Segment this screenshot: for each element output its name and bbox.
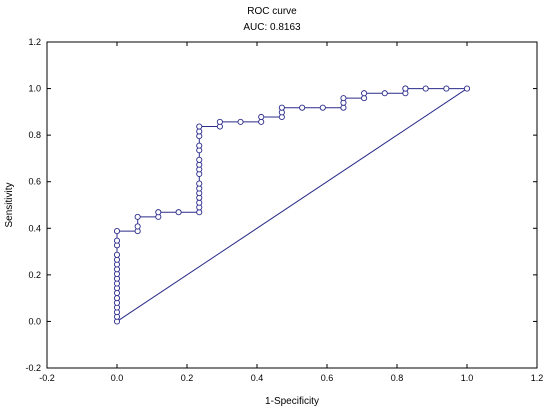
roc-point xyxy=(155,209,162,216)
y-tick-label: 0.8 xyxy=(28,130,41,140)
roc-point xyxy=(278,104,285,111)
plot-frame xyxy=(46,41,538,369)
roc-point xyxy=(340,95,347,102)
roc-point xyxy=(381,90,388,97)
roc-point xyxy=(113,256,121,263)
roc-point xyxy=(113,251,121,258)
roc-point xyxy=(196,209,203,216)
roc-point xyxy=(463,85,471,92)
roc-point xyxy=(196,185,203,192)
y-tick-label: 1.2 xyxy=(28,37,41,47)
roc-point xyxy=(113,266,121,273)
roc-point xyxy=(340,104,347,111)
roc-point xyxy=(319,104,326,111)
roc-point xyxy=(196,156,203,163)
roc-point xyxy=(422,85,429,92)
roc-point xyxy=(237,118,244,125)
x-tick-label: 1.2 xyxy=(531,373,544,383)
x-tick-label: 1.0 xyxy=(461,373,474,383)
roc-point xyxy=(361,95,368,102)
roc-point xyxy=(196,123,203,130)
reference-diagonal-line xyxy=(116,88,468,322)
roc-point xyxy=(113,237,121,244)
x-tick-label: 0.0 xyxy=(111,373,124,383)
chart-title: ROC curve xyxy=(247,6,297,17)
roc-point xyxy=(113,295,121,302)
roc-point xyxy=(196,161,203,168)
x-axis-label: 1-Specificity xyxy=(265,396,319,407)
chart-subtitle: AUC: 0.8163 xyxy=(243,22,301,33)
roc-point xyxy=(402,85,409,92)
x-tick-label: 0.8 xyxy=(391,373,404,383)
roc-point xyxy=(113,228,121,235)
roc-point xyxy=(134,213,141,220)
y-tick-label: 1.0 xyxy=(28,84,41,94)
roc-point xyxy=(443,85,450,92)
y-tick-label: 0.2 xyxy=(28,270,41,280)
roc-point xyxy=(196,180,203,187)
roc-point xyxy=(196,199,203,206)
roc-point xyxy=(361,90,368,97)
x-axis-ticks: -0.2 0.0 0.2 0.4 0.6 0.8 1.0 1.2 xyxy=(39,42,543,383)
roc-point xyxy=(113,289,121,297)
x-tick-label: 0.2 xyxy=(181,373,194,383)
y-axis-label: Sensitivity xyxy=(4,182,15,227)
y-tick-label: 0.6 xyxy=(28,177,41,187)
y-tick-label: 0.4 xyxy=(28,223,41,233)
x-tick-label: -0.2 xyxy=(39,373,55,383)
y-tick-label: 0.0 xyxy=(28,316,41,326)
roc-point xyxy=(258,113,265,121)
roc-point xyxy=(175,209,182,216)
roc-point xyxy=(258,118,265,125)
y-tick-label: -0.2 xyxy=(25,363,41,373)
roc-point xyxy=(196,142,203,149)
roc-point xyxy=(134,223,141,230)
roc-point xyxy=(299,104,306,111)
roc-point-markers xyxy=(113,85,471,325)
roc-point xyxy=(196,128,203,135)
x-tick-label: 0.6 xyxy=(321,373,334,383)
roc-point xyxy=(216,118,223,125)
roc-point xyxy=(113,280,121,287)
y-axis-ticks: 1.2 1.0 0.8 0.6 0.4 0.2 0.0 -0.2 xyxy=(25,37,537,373)
x-tick-label: 0.4 xyxy=(251,373,264,383)
